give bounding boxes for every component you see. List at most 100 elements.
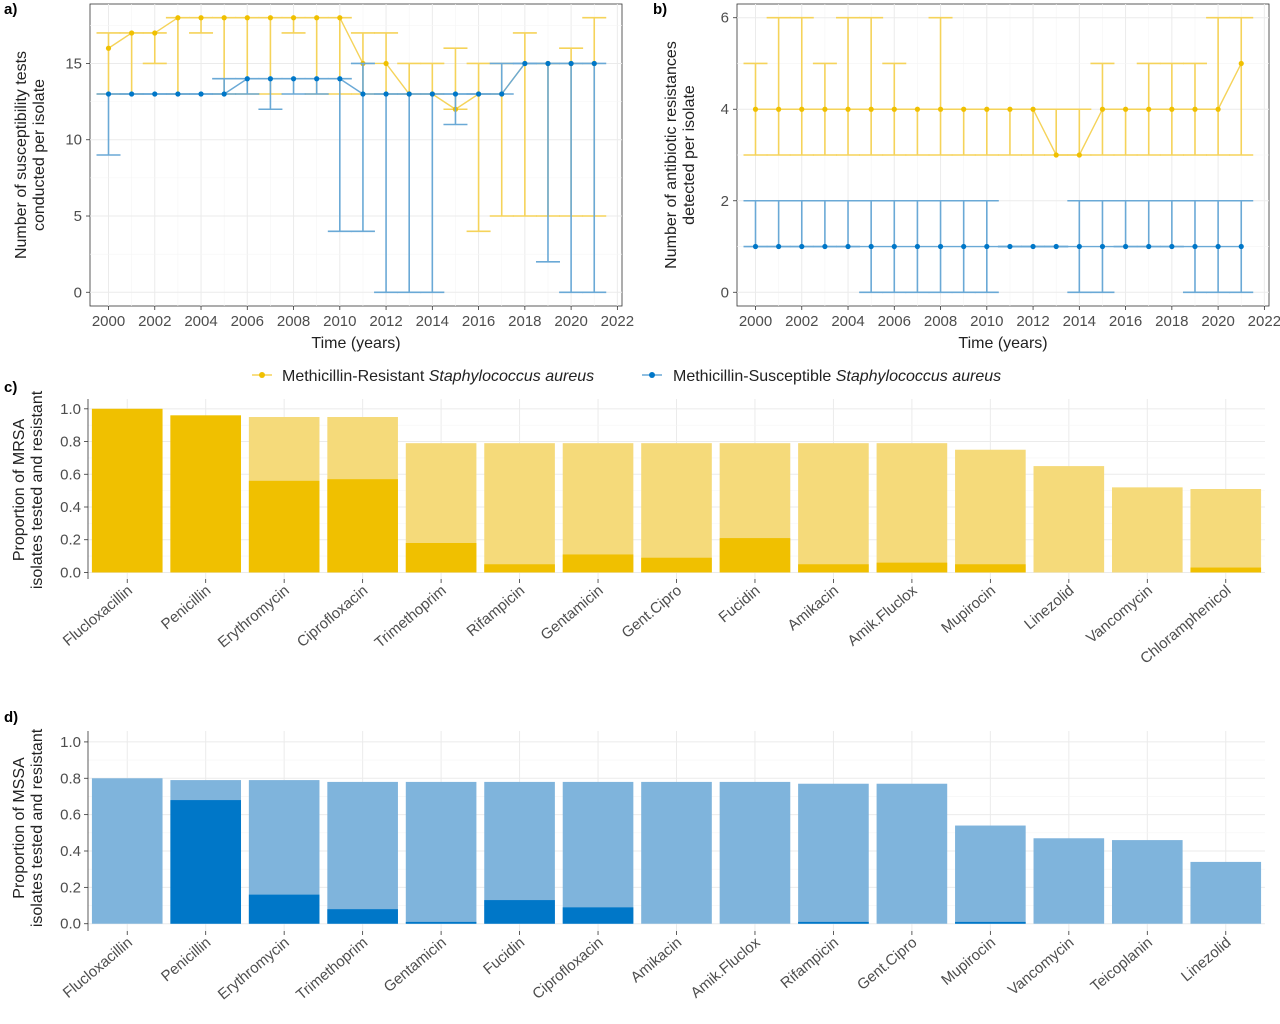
b-series-mssa bbox=[743, 199, 1254, 294]
a-mssa-point bbox=[175, 91, 181, 97]
d-category-label: Teicoplanin bbox=[1087, 934, 1155, 995]
b-mssa-point bbox=[914, 243, 921, 250]
c-bar-tested bbox=[641, 443, 712, 573]
legend-item-mssa: Methicillin-Susceptible Staphylococcus a… bbox=[642, 368, 1001, 385]
a-mrsa-point bbox=[383, 60, 389, 67]
d-y-tick-label: 0.8 bbox=[60, 770, 81, 787]
b-series-mrsa bbox=[743, 16, 1254, 158]
a-x-tick-label: 2002 bbox=[138, 313, 171, 330]
c-bar-tested bbox=[562, 443, 634, 573]
panel-a-label: a) bbox=[4, 1, 17, 18]
b-x-tick-label: 2002 bbox=[785, 313, 818, 330]
a-mrsa-point bbox=[105, 45, 112, 51]
b-mrsa-point bbox=[937, 106, 944, 112]
b-x-tick-label: 2022 bbox=[1248, 313, 1280, 330]
b-mssa-point bbox=[1099, 243, 1106, 250]
d-bars-tested bbox=[91, 778, 1262, 924]
c-bar-resistant bbox=[405, 543, 477, 573]
d-bar-tested bbox=[798, 783, 869, 924]
d-y-tick-label: 0.6 bbox=[60, 807, 81, 824]
c-bar-tested bbox=[876, 443, 948, 573]
c-category-label: Rifampicin bbox=[464, 582, 529, 640]
b-mrsa-point bbox=[1099, 106, 1106, 112]
a-x-tick-label: 2006 bbox=[231, 313, 264, 330]
panel-d-marks bbox=[91, 778, 1262, 924]
panel-d-y-axis-title-line2: isolates tested and resistant bbox=[29, 728, 46, 927]
b-x-tick-label: 2006 bbox=[878, 313, 911, 330]
d-bar-tested bbox=[1033, 838, 1105, 924]
b-mrsa-point bbox=[822, 106, 828, 112]
a-mssa-point bbox=[475, 91, 482, 97]
panel-a-y-axis-title-line2: conducted per isolate bbox=[31, 79, 48, 231]
a-mssa-point bbox=[221, 91, 227, 97]
panel-b-label: b) bbox=[653, 1, 667, 18]
panel-c-y-axis-title-line1: Proportion of MRSA bbox=[11, 419, 28, 562]
b-mrsa-point bbox=[1192, 106, 1198, 112]
c-bar-resistant bbox=[562, 554, 634, 573]
d-bar-resistant bbox=[798, 921, 869, 924]
d-y-tick-label: 0.4 bbox=[60, 843, 81, 860]
d-bars-resistant bbox=[170, 800, 1026, 924]
a-x-tick-label: 2008 bbox=[277, 313, 310, 330]
d-bar-tested bbox=[1190, 861, 1262, 924]
c-category-label: Fucidin bbox=[716, 582, 764, 626]
c-bar-tested bbox=[484, 443, 555, 573]
c-category-label: Amik.Fluclox bbox=[844, 582, 920, 650]
d-category-label: Amikacin bbox=[628, 934, 686, 986]
panel-d-y-axis-title-line1: Proportion of MSSA bbox=[11, 757, 28, 899]
b-mrsa-point bbox=[1122, 106, 1129, 112]
a-x-tick-label: 2020 bbox=[554, 313, 587, 330]
d-category-label: Gent.Cipro bbox=[854, 934, 921, 994]
d-bar-tested bbox=[327, 781, 398, 924]
a-mssa-point bbox=[429, 91, 435, 97]
panel-c-marks bbox=[91, 408, 1262, 573]
c-bars-resistant bbox=[91, 408, 1262, 573]
d-category-label: Erythromycin bbox=[215, 934, 293, 1003]
b-mrsa-point bbox=[776, 106, 782, 112]
d-bar-tested bbox=[91, 778, 163, 924]
c-category-label: Amikacin bbox=[784, 582, 842, 634]
panel-a: a) 2000 2002 2004 2006 2008 2010 2012 2014 2016 2… bbox=[4, 1, 634, 352]
d-category-label: Linezolid bbox=[1178, 934, 1234, 985]
d-bar-resistant bbox=[955, 921, 1026, 924]
panel-d: d) Flucloxacillin Penicillin Erythromycin T… bbox=[4, 709, 1265, 1003]
a-mrsa-point bbox=[290, 15, 297, 21]
panel-d-x-ticks: Flucloxacillin Penicillin Erythromycin Trim… bbox=[60, 931, 1234, 1003]
b-x-tick-label: 2000 bbox=[739, 313, 772, 330]
c-y-tick-label: 0.6 bbox=[60, 466, 81, 483]
a-mssa-point bbox=[545, 60, 551, 67]
legend-mssa-text: Methicillin-Susceptible Staphylococcus a… bbox=[673, 368, 1001, 385]
b-mrsa-point bbox=[1076, 152, 1082, 158]
c-category-label: Trimethoprim bbox=[371, 582, 449, 651]
c-bar-resistant bbox=[484, 564, 555, 573]
panel-a-marks bbox=[96, 15, 607, 294]
d-bar-resistant bbox=[405, 921, 477, 924]
legend-mssa-point bbox=[649, 372, 655, 378]
c-category-label: Erythromycin bbox=[215, 582, 293, 651]
a-mrsa-point bbox=[267, 15, 274, 21]
a-mrsa-point bbox=[314, 15, 320, 21]
c-bar-resistant bbox=[955, 564, 1026, 573]
d-bar-tested bbox=[719, 781, 791, 924]
a-mssa-point bbox=[129, 91, 135, 97]
panel-b-marks bbox=[743, 16, 1254, 294]
b-mrsa-point bbox=[799, 106, 805, 112]
b-mssa-point bbox=[1192, 243, 1198, 250]
d-bar-resistant bbox=[248, 894, 320, 924]
panel-b: b) 2000 2002 2004 2006 2008 2010 2012 2014 2016 2… bbox=[653, 1, 1280, 352]
panel-a-y-axis-title-line1: Number of susceptibility tests bbox=[13, 51, 30, 259]
panel-a-y-ticks: 0 5 10 15 bbox=[65, 55, 90, 301]
d-category-label: Amik.Fluclox bbox=[687, 934, 763, 1002]
legend-mssa-prefix: Methicillin-Susceptible bbox=[673, 368, 836, 385]
legend: Methicillin-Resistant Staphylococcus aur… bbox=[252, 368, 1001, 385]
d-category-label: Rifampicin bbox=[777, 934, 842, 992]
b-mssa-point bbox=[1146, 243, 1152, 250]
c-category-label: Gent.Cipro bbox=[619, 582, 686, 642]
d-bar-tested bbox=[1111, 840, 1183, 924]
a-mrsa-point bbox=[221, 15, 227, 21]
b-mrsa-point bbox=[868, 106, 874, 112]
legend-mrsa-point bbox=[259, 372, 265, 378]
d-category-label: Mupirocin bbox=[938, 934, 999, 989]
c-bar-resistant bbox=[719, 538, 791, 573]
